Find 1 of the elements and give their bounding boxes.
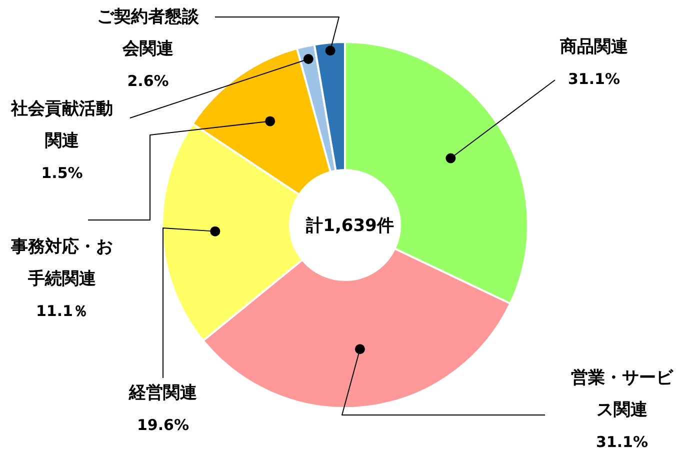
- text: 計1,639件: [305, 216, 394, 236]
